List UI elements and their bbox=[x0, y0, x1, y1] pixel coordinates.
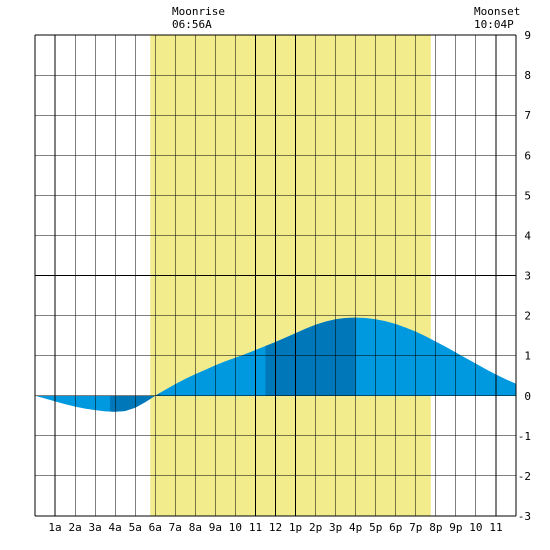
y-tick-label: -3 bbox=[518, 510, 531, 523]
y-tick-label: 6 bbox=[524, 149, 531, 162]
y-tick-label: 8 bbox=[524, 69, 531, 82]
x-tick-label: 7p bbox=[409, 521, 422, 534]
x-tick-label: 7a bbox=[169, 521, 182, 534]
moonrise-time: 06:56A bbox=[172, 18, 212, 31]
x-tick-label: 4a bbox=[109, 521, 122, 534]
x-tick-label: 9p bbox=[449, 521, 462, 534]
y-tick-label: 1 bbox=[524, 350, 531, 363]
x-tick-label: 9a bbox=[209, 521, 222, 534]
y-tick-labels: 9 8 7 6 5 4 3 2 1 0 -1 -2 -3 bbox=[518, 29, 532, 523]
y-tick-label: 4 bbox=[524, 229, 531, 242]
y-tick-label: 9 bbox=[524, 29, 531, 42]
moonrise-label: Moonrise bbox=[172, 5, 225, 18]
x-tick-label: 4p bbox=[349, 521, 362, 534]
x-tick-labels: 1a 2a 3a 4a 5a 6a 7a 8a 9a 10 11 12 1p 2p 3p 4p 5p 6p 7p 8p… bbox=[48, 521, 502, 534]
x-tick-label: 11 bbox=[489, 521, 502, 534]
x-tick-label: 10 bbox=[469, 521, 482, 534]
y-tick-label: 2 bbox=[524, 310, 531, 323]
x-tick-label: 2p bbox=[309, 521, 322, 534]
y-tick-label: 7 bbox=[524, 109, 531, 122]
y-tick-label: -2 bbox=[518, 470, 531, 483]
x-tick-label: 6p bbox=[389, 521, 402, 534]
y-tick-label: 3 bbox=[524, 270, 531, 283]
x-tick-label: 3p bbox=[329, 521, 342, 534]
x-tick-label: 8a bbox=[189, 521, 202, 534]
x-tick-label: 11 bbox=[249, 521, 262, 534]
y-tick-label: -1 bbox=[518, 430, 531, 443]
x-tick-label: 10 bbox=[229, 521, 242, 534]
x-tick-label: 12 bbox=[269, 521, 282, 534]
x-tick-label: 5p bbox=[369, 521, 382, 534]
moonset-time: 10:04P bbox=[474, 18, 514, 31]
x-tick-label: 1a bbox=[48, 521, 61, 534]
y-tick-label: 0 bbox=[524, 390, 531, 403]
x-tick-label: 2a bbox=[68, 521, 81, 534]
x-tick-label: 5a bbox=[129, 521, 142, 534]
x-tick-label: 8p bbox=[429, 521, 442, 534]
moonset-label: Moonset bbox=[474, 5, 521, 18]
x-tick-label: 6a bbox=[149, 521, 162, 534]
x-tick-label: 3a bbox=[89, 521, 102, 534]
x-tick-label: 1p bbox=[289, 521, 302, 534]
y-tick-label: 5 bbox=[524, 189, 531, 202]
grid-layer bbox=[34, 34, 517, 517]
